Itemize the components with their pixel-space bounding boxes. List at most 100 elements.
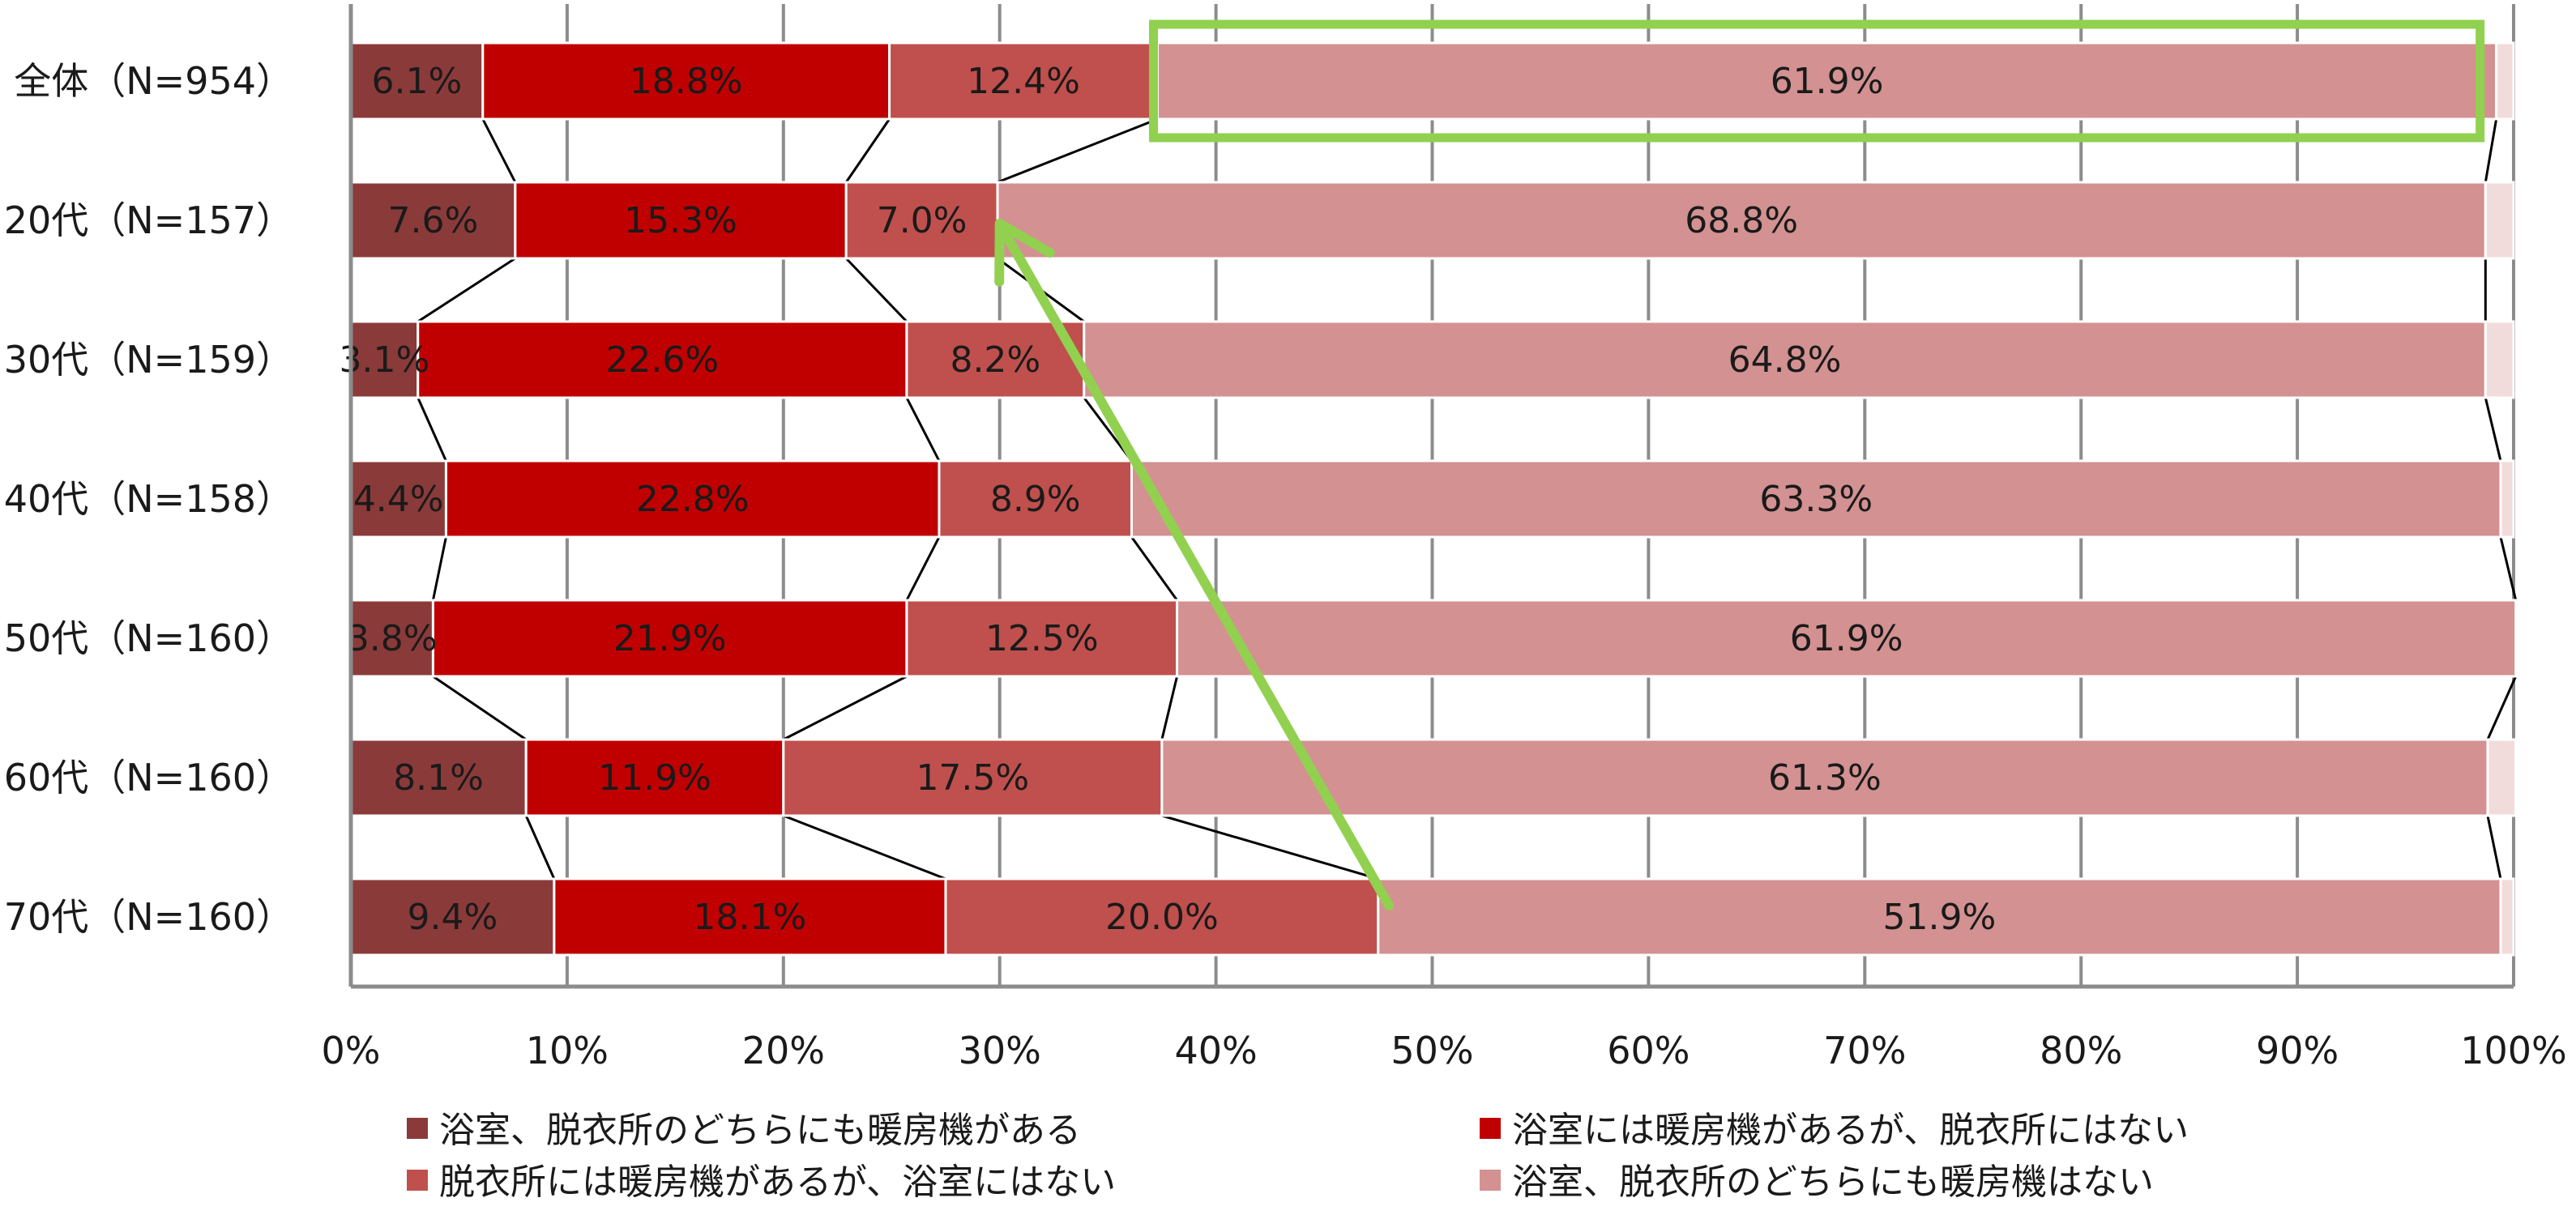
bar-segment <box>2484 320 2515 399</box>
data-label: 4.4% <box>353 479 444 520</box>
series-connector-line <box>783 814 946 880</box>
bar-segment <box>1160 738 2489 817</box>
series-connector-line <box>1160 676 1179 740</box>
x-tick-label: 10% <box>526 1029 609 1072</box>
bar-segment <box>938 459 1134 539</box>
axes: 全体（N=954） 20代（N=157） 30代（N=159） 40代（N=158） 5… <box>4 4 2567 1072</box>
bar-segment <box>417 320 908 399</box>
data-label: 68.8% <box>1685 200 1798 241</box>
series-connector-line <box>417 397 447 462</box>
data-label: 51.9% <box>1882 897 1996 938</box>
bar-segment <box>1176 599 2518 678</box>
data-label: 63.3% <box>1759 479 1873 520</box>
bar-segment <box>1377 877 2502 957</box>
data-label: 61.9% <box>1771 61 1884 102</box>
bar-segment <box>349 599 434 678</box>
series-connector-line <box>432 675 528 741</box>
y-tick-label: 全体（N=954） <box>14 59 293 103</box>
bar-segment <box>2486 738 2518 817</box>
x-tick-label: 60% <box>1607 1029 1690 1072</box>
highlight-box <box>1149 19 2485 143</box>
x-tick-label: 0% <box>322 1029 381 1072</box>
data-label: 11.9% <box>598 757 711 799</box>
legend-swatch <box>407 1170 428 1191</box>
y-tick-label: 70代（N=160） <box>4 895 293 939</box>
series-connector-lines <box>417 117 2518 880</box>
bar-segment <box>481 41 891 121</box>
arrow-head <box>994 219 1055 287</box>
data-label: 18.8% <box>630 61 743 102</box>
arrow-shaft <box>998 224 1395 910</box>
bar-segment <box>349 877 556 957</box>
series-connector-line <box>783 675 908 741</box>
legend-label: 脱衣所には暖房機があるが、浴室にはない <box>439 1162 1116 1203</box>
annotations <box>994 19 2485 910</box>
bar-segment <box>2484 181 2515 260</box>
y-tick-label: 50代（N=160） <box>4 616 293 660</box>
series-connector-line <box>905 536 941 601</box>
x-tick-label: 90% <box>2256 1029 2339 1072</box>
x-tick-label: 30% <box>959 1029 1041 1072</box>
data-label: 3.1% <box>339 339 429 381</box>
series-connector-line <box>2484 118 2498 183</box>
y-tick-label: 40代（N=158） <box>4 477 293 521</box>
data-label: 3.8% <box>347 618 438 659</box>
bar-segment <box>553 877 947 957</box>
x-tick-label: 100% <box>2460 1029 2567 1072</box>
legend-label: 浴室には暖房機があるが、脱衣所にはない <box>1512 1110 2189 1151</box>
bar-segment <box>2499 877 2515 957</box>
data-label: 22.6% <box>605 339 719 381</box>
bar-segment <box>905 320 1086 399</box>
x-tick-label: 80% <box>2040 1029 2122 1072</box>
data-label: 15.3% <box>624 200 737 241</box>
series-connector-line <box>2484 397 2502 462</box>
series-connector-line <box>524 815 556 880</box>
series-connector-line <box>997 117 1159 184</box>
legend-label: 浴室、脱衣所のどちらにも暖房機がある <box>439 1110 1081 1151</box>
bar-segment <box>782 738 1164 817</box>
series-connector-line <box>2486 815 2502 880</box>
bar-segment <box>444 459 941 539</box>
x-tick-label: 70% <box>1823 1029 1906 1072</box>
bar-segment <box>349 459 447 539</box>
data-label: 12.4% <box>967 61 1080 102</box>
series-connector-line <box>845 257 908 323</box>
bar-segment <box>514 181 848 260</box>
series-connector-line <box>431 536 447 601</box>
data-label: 61.9% <box>1790 618 1903 659</box>
legend: 浴室、脱衣所のどちらにも暖房機がある 浴室には暖房機があるが、脱衣所にはない脱衣所… <box>407 1110 2189 1203</box>
bar-segment <box>349 41 485 121</box>
legend-label: 浴室、脱衣所のどちらにも暖房機はない <box>1512 1162 2154 1203</box>
series-connector-line <box>905 397 941 462</box>
series-connector-line <box>2486 676 2518 740</box>
data-label: 21.9% <box>613 618 727 659</box>
data-label: 8.9% <box>990 479 1081 520</box>
series-connector-line <box>481 118 517 183</box>
bar-segment <box>431 599 908 678</box>
series-connector-line <box>1130 536 1178 601</box>
data-label: 7.6% <box>388 200 479 241</box>
y-tick-label: 30代（N=159） <box>4 338 293 382</box>
data-labels: 6.1% 18.8% 12.4% 61.9% 7.6% 15.3% 7.0% 68.8% 3.1… <box>339 61 1996 938</box>
data-label: 20.0% <box>1105 897 1219 938</box>
data-label: 8.2% <box>950 339 1040 381</box>
y-tick-label: 20代（N=157） <box>4 198 293 242</box>
series-connector-line <box>844 118 891 183</box>
y-tick-label: 60代（N=160） <box>4 756 293 799</box>
bar-segment <box>888 41 1160 121</box>
x-tick-label: 50% <box>1391 1029 1473 1072</box>
legend-swatch <box>1480 1170 1501 1191</box>
bar-segment <box>524 738 785 817</box>
data-label: 7.0% <box>877 200 968 241</box>
series-connector-line <box>1161 814 1379 880</box>
bar-segment <box>905 599 1179 678</box>
data-label: 18.1% <box>694 897 807 938</box>
legend-swatch <box>407 1118 428 1139</box>
data-label: 22.8% <box>636 479 750 520</box>
bar-segment <box>2499 459 2515 539</box>
bar-segment <box>2495 41 2515 121</box>
data-label: 12.5% <box>985 618 1099 659</box>
data-label: 9.4% <box>408 897 498 938</box>
series-connector-line <box>417 257 516 323</box>
